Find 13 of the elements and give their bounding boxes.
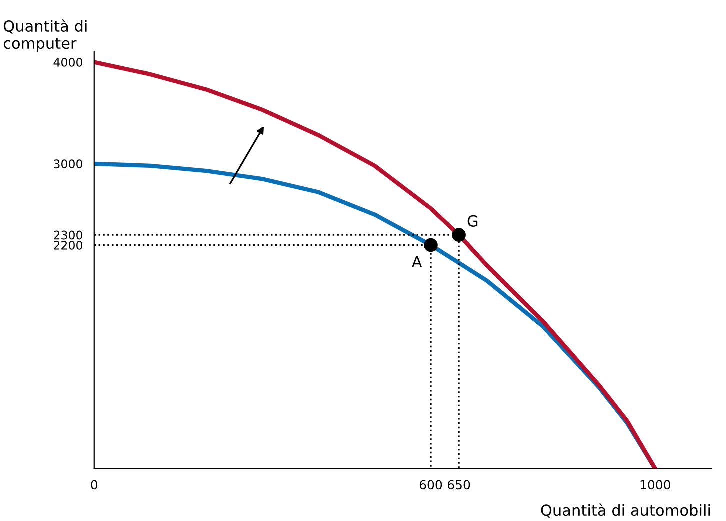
y-tick-label: 2300 <box>54 230 82 240</box>
annotation: G <box>468 215 478 227</box>
x-tick-label: 1000 <box>640 480 670 490</box>
y-tick-label: 3000 <box>54 160 82 169</box>
line-series <box>94 60 658 469</box>
x-tick-label: 600 <box>420 480 442 490</box>
x-axis-title: Quantità di automobili <box>541 504 710 518</box>
y-tick-label: 4000 <box>54 58 82 67</box>
annotation: A <box>412 256 422 268</box>
y-tick-label: 2200 <box>54 240 82 250</box>
x-tick-label: 0 <box>91 480 98 490</box>
x-tick-label: 650 <box>448 480 470 490</box>
y-axis-title: Quantità di computer <box>4 20 87 52</box>
